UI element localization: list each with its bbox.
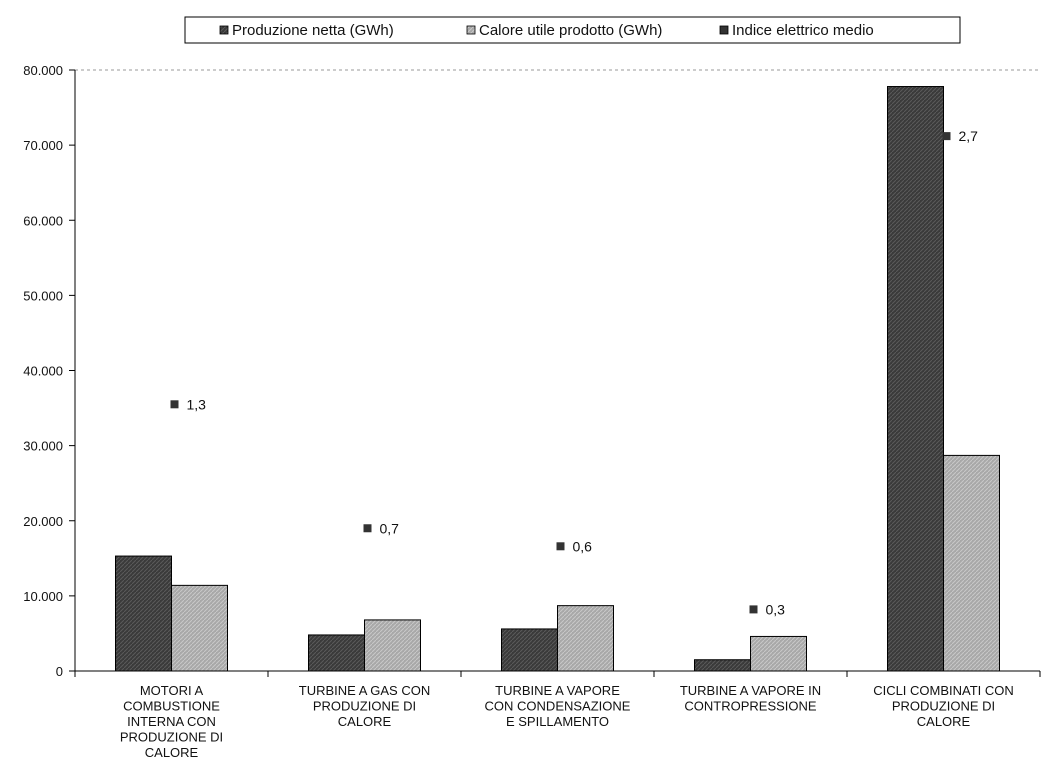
bar xyxy=(115,555,172,672)
legend-label: Calore utile prodotto (GWh) xyxy=(479,22,662,39)
x-tick-label: E SPILLAMENTO xyxy=(506,714,609,729)
marker-point xyxy=(749,605,758,614)
y-tick-label: 80.000 xyxy=(23,63,63,78)
bar xyxy=(750,635,807,672)
y-tick-label: 0 xyxy=(56,664,63,679)
legend-swatch xyxy=(219,25,229,35)
bar xyxy=(171,584,228,672)
x-tick-label: CALORE xyxy=(338,714,392,729)
bar xyxy=(308,634,365,672)
x-tick-label: MOTORI A xyxy=(140,683,204,698)
x-tick-label: PRODUZIONE DI xyxy=(892,699,995,714)
y-tick-label: 40.000 xyxy=(23,364,63,379)
x-tick-label: CICLI COMBINATI CON xyxy=(873,683,1014,698)
bar xyxy=(501,628,558,672)
data-label: 0,6 xyxy=(573,538,593,554)
x-tick-label: CON CONDENSAZIONE xyxy=(485,699,631,714)
bar xyxy=(364,619,421,672)
x-tick-label: CONTROPRESSIONE xyxy=(684,699,817,714)
data-label: 0,7 xyxy=(380,520,400,536)
legend-swatch xyxy=(466,25,476,35)
x-tick-label: INTERNA CON xyxy=(127,714,216,729)
legend-box xyxy=(184,16,961,44)
marker-point xyxy=(942,132,951,141)
legend-swatch xyxy=(719,25,729,35)
x-tick-label: PRODUZIONE DI xyxy=(120,730,223,745)
y-tick-label: 30.000 xyxy=(23,439,63,454)
bar xyxy=(694,659,751,672)
bar xyxy=(943,454,1000,672)
y-tick-label: 20.000 xyxy=(23,514,63,529)
y-tick-label: 70.000 xyxy=(23,138,63,153)
x-tick-label: CALORE xyxy=(145,745,199,760)
bar xyxy=(557,605,614,672)
data-label: 0,3 xyxy=(766,601,786,617)
data-label: 1,3 xyxy=(187,396,207,412)
bar xyxy=(887,86,944,672)
marker-point xyxy=(363,524,372,533)
y-tick-label: 50.000 xyxy=(23,288,63,303)
data-label: 2,7 xyxy=(959,128,979,144)
y-tick-label: 10.000 xyxy=(23,589,63,604)
x-tick-label: COMBUSTIONE xyxy=(123,699,220,714)
x-tick-label: PRODUZIONE DI xyxy=(313,699,416,714)
x-tick-label: TURBINE A VAPORE IN xyxy=(680,683,821,698)
legend-label: Produzione netta (GWh) xyxy=(232,22,394,39)
legend-label: Indice elettrico medio xyxy=(732,22,874,39)
y-tick-label: 60.000 xyxy=(23,213,63,228)
x-tick-label: TURBINE A VAPORE xyxy=(495,683,620,698)
marker-point xyxy=(556,542,565,551)
x-tick-label: CALORE xyxy=(917,714,971,729)
x-tick-label: TURBINE A GAS CON xyxy=(299,683,430,698)
marker-point xyxy=(170,400,179,409)
